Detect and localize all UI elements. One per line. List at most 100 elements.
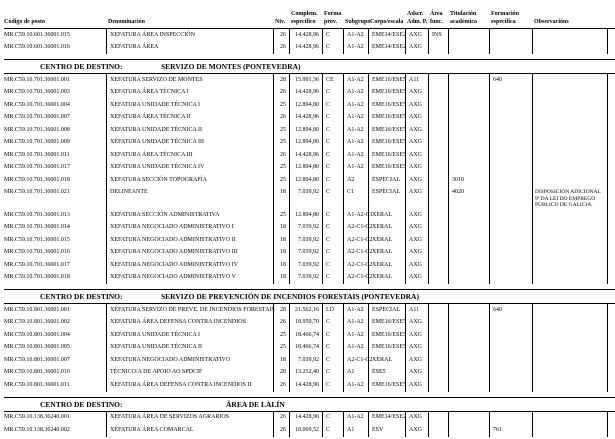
cell-adscr-adm-p: AXG xyxy=(405,124,428,137)
cell-adscr-adm-p xyxy=(405,199,428,210)
cell-observacions xyxy=(532,234,608,247)
cell-subgrupo-value: A1-A2 xyxy=(347,414,364,421)
header-complem-line1: Complem. xyxy=(291,11,318,17)
cell-denominacion: XEFATURA NEGOCIADO ADMINISTRATIVO IV xyxy=(106,259,273,272)
table-row: MR.C59.10.701.36001.004 XEFATURA UNIDADE … xyxy=(4,99,615,112)
cell-adscr-adm-p-value: AXG xyxy=(409,176,422,183)
cell-area-func xyxy=(428,424,448,437)
cell-complem-value: 14.428,96 xyxy=(295,89,319,96)
cell-corpo-escala: EME16/ESE5 xyxy=(368,316,406,330)
cell-codigo: MR.C59.10.601.36001.015 xyxy=(4,29,106,42)
cell-formacion-value: 640 xyxy=(493,76,502,83)
cell-area-func xyxy=(428,304,448,317)
cell-codigo-value: MR.C59.10.701.36001.008 xyxy=(4,126,70,133)
cell-complem-value: 21.562,16 xyxy=(295,306,319,313)
cell-complem-value: 18.959,70 xyxy=(295,319,319,326)
cell-subgrupo: A1-A2 xyxy=(343,29,368,42)
header-niv: Niv. xyxy=(273,10,289,26)
cell-subgrupo: A1-A2 xyxy=(343,74,368,87)
cell-titulacion xyxy=(448,86,489,100)
cell-codigo-value: MR.C59.10.138.36240.002 xyxy=(4,426,70,433)
cell-subgrupo-value: A1-A2 xyxy=(347,89,364,96)
cell-formacion xyxy=(489,366,532,380)
cell-denominacion: XEFATURA NEGOCIADO ADMINISTRATIVO III xyxy=(106,246,273,260)
cell-subgrupo-value: A2-C1-C2 xyxy=(347,224,373,231)
header-corpo-escala-line2: Corpo/escala xyxy=(370,19,404,26)
table-row: MR.C59.10.701.36001.009 XEFATURA UNIDADE … xyxy=(4,136,615,150)
cell-adscr-adm-p-value: AXG xyxy=(409,101,422,108)
cell-subgrupo-value: A1 xyxy=(347,426,355,433)
cell-corpo-escala-value: EME16/ESE5 xyxy=(372,101,406,108)
cell-area-func xyxy=(428,259,448,272)
cell-formacion xyxy=(489,136,532,150)
cell-forma-prov: C xyxy=(322,111,343,125)
cell-denominacion-value: XEFATURA UNIDADE TÉCNICA II xyxy=(110,126,202,133)
cell-forma-prov: C xyxy=(322,379,343,392)
cell-forma-prov: C xyxy=(322,341,343,355)
cell-formacion: 640 xyxy=(489,74,532,87)
cell-subgrupo: A2-C1-C2 xyxy=(343,354,372,367)
cell-complem: 7.039,92 xyxy=(289,234,322,247)
cell-denominacion-value: XEFATURA SECCIÓN TOPOGRAFÍA xyxy=(110,176,208,183)
cell-titulacion xyxy=(448,411,489,425)
cell-niv: 26 xyxy=(273,411,289,425)
cell-area-func xyxy=(428,234,448,247)
cell-niv: 26 xyxy=(273,424,289,437)
cell-subgrupo: A1-A2 xyxy=(343,341,368,355)
cell-adscr-adm-p-value: AXG xyxy=(409,224,422,231)
cell-denominacion: XEFATURA NEGOCIADO ADMINISTRATIVO II xyxy=(106,234,273,247)
cell-niv-value: 25 xyxy=(280,331,286,338)
cell-formacion xyxy=(489,86,532,100)
cell-subgrupo-value: A1-A2 xyxy=(347,319,364,326)
header-area-func: Área func. xyxy=(428,10,448,26)
cell-complem-value: 12.894,80 xyxy=(295,101,319,108)
cell-denominacion-value: XEFATURA UNIDADE TÉCNICA I xyxy=(110,331,200,338)
cell-subgrupo: A1-A2 xyxy=(343,149,368,162)
cell-niv: 25 xyxy=(273,161,289,175)
cell-forma-prov: C xyxy=(322,161,343,175)
cell-area-func-value: INS xyxy=(432,31,442,38)
cell-forma-prov: C xyxy=(322,316,343,330)
cell-forma-prov: C xyxy=(322,86,343,100)
cell-adscr-adm-p-value: AXG xyxy=(409,151,422,158)
cell-formacion xyxy=(489,329,532,342)
cell-denominacion-value: XEFATURA ÁREA TÉCNICA III xyxy=(110,151,193,158)
cell-adscr-adm-p: AXG xyxy=(405,341,428,355)
cell-corpo-escala: ESE5 xyxy=(368,366,405,380)
cell-forma-prov-value: CE xyxy=(326,76,334,83)
cell-adscr-adm-p-value: AXG xyxy=(409,236,422,243)
cell-niv: 28 xyxy=(273,74,289,87)
cell-niv: 25 xyxy=(273,99,289,112)
cell-titulacion-value: 4020 xyxy=(452,189,464,196)
cell-adscr-adm-p-value: AXG xyxy=(409,189,422,196)
cell-codigo: MR.C59.10.701.36001.001 xyxy=(4,74,106,87)
centro-destino-heading: CENTRO DE DESTINO: SERVIZO DE MONTES (PON… xyxy=(4,59,615,75)
cell-codigo-value: MR.C59.10.701.36001.001 xyxy=(4,76,70,83)
cell-corpo-escala-value: EME16/ESE5 xyxy=(372,151,406,158)
header-niv-line2: Niv. xyxy=(275,19,286,26)
cell-subgrupo: A1-A2 xyxy=(343,136,368,150)
cell-adscr-adm-p: AXG xyxy=(405,149,428,162)
cell-denominacion: XEFATURA ÁREA xyxy=(106,41,273,55)
table-row: MR.C59.10.701.36001.014 XEFATURA NEGOCIAD… xyxy=(4,221,615,235)
cell-titulacion xyxy=(448,99,489,112)
cell-niv-value: 26 xyxy=(280,151,286,158)
cell-observacions xyxy=(532,271,608,285)
cell-observacions xyxy=(532,379,608,392)
header-formacion-line1: Formación xyxy=(491,11,519,17)
cell-formacion xyxy=(489,174,532,187)
cell-titulacion xyxy=(448,199,489,210)
table-spacer-row xyxy=(4,199,615,210)
cell-niv xyxy=(273,199,289,210)
table-row: MR.C59.10.701.36001.018 XEFATURA SECCIÓN … xyxy=(4,174,615,187)
cell-corpo-escala: EME16/ESE5 xyxy=(368,161,406,175)
cell-denominacion: XEFATURA ÁREA INSPECCIÓN xyxy=(106,29,273,42)
cell-corpo-escala-value: ESV xyxy=(372,426,384,433)
cell-forma-prov-value: C xyxy=(326,356,331,363)
cell-complem: 13.252,40 xyxy=(289,366,322,380)
cell-codigo: MR.C59.10.801.36001.004 xyxy=(4,329,106,342)
cell-complem: 14.428,96 xyxy=(289,379,322,392)
cell-adscr-adm-p: AXG xyxy=(405,41,428,55)
cell-area-func xyxy=(428,316,448,330)
cell-corpo-escala: EME16/ESE5 xyxy=(368,74,406,87)
